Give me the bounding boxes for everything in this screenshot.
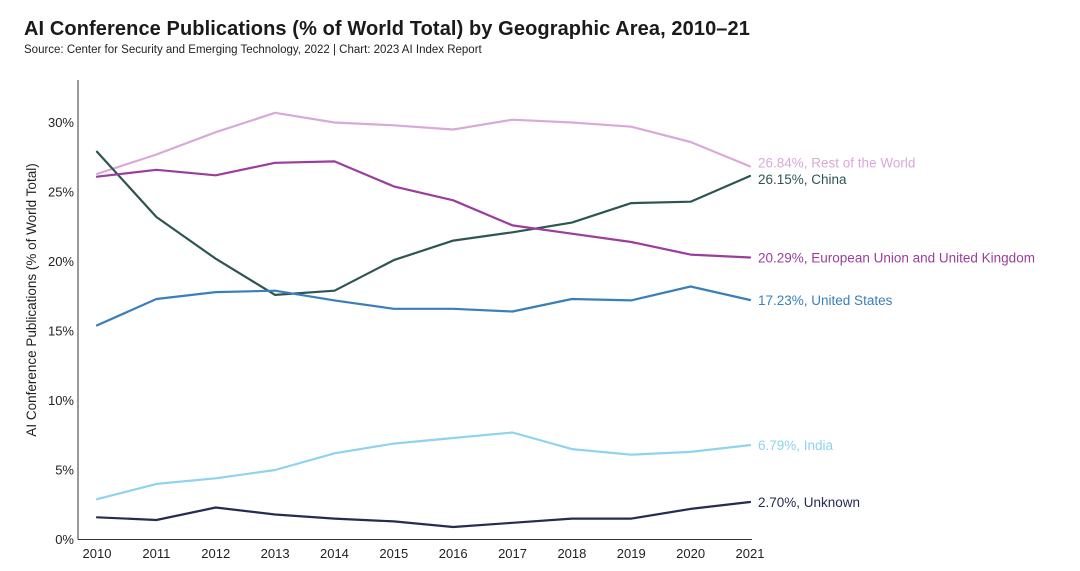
series-line-india (95, 431, 752, 501)
end-label-india: 6.79%, India (758, 438, 834, 453)
chart-subtitle: Source: Center for Security and Emerging… (24, 44, 482, 56)
y-tick-label: 15% (48, 324, 74, 339)
x-tick-label: 2014 (320, 546, 349, 561)
end-label-china: 26.15%, China (758, 172, 847, 187)
y-tick-label: 30% (48, 115, 74, 130)
x-tick-label: 2018 (557, 546, 586, 561)
x-tick-label: 2012 (201, 546, 230, 561)
x-tick-label: 2010 (83, 546, 112, 561)
series-line-rest-of-the-world (95, 111, 752, 175)
y-tick-label: 5% (55, 463, 74, 478)
x-tick-label: 2020 (676, 546, 705, 561)
chart-title: AI Conference Publications (% of World T… (24, 18, 750, 40)
series-line-european-union-and-united-kingdom (95, 160, 752, 259)
x-tick-label: 2015 (379, 546, 408, 561)
end-label-unknown: 2.70%, Unknown (758, 495, 860, 510)
y-tick-label: 25% (48, 185, 74, 200)
series-line-unknown (95, 500, 752, 529)
end-label-rest-of-the-world: 26.84%, Rest of the World (758, 155, 915, 170)
y-tick-label: 0% (55, 532, 74, 547)
series-line-united-states (95, 285, 752, 327)
x-tick-label: 2011 (142, 546, 170, 561)
y-tick-label: 20% (48, 254, 74, 269)
x-tick-label: 2021 (736, 546, 765, 561)
x-tick-label: 2017 (498, 546, 527, 561)
x-tick-label: 2019 (617, 546, 646, 561)
end-label-united-states: 17.23%, United States (758, 293, 893, 308)
end-label-european-union-and-united-kingdom: 20.29%, European Union and United Kingdo… (758, 250, 1035, 265)
series-line-china (95, 150, 752, 296)
y-tick-label: 10% (48, 393, 74, 408)
x-tick-label: 2016 (439, 546, 468, 561)
x-tick-label: 2013 (261, 546, 290, 561)
y-axis-label: AI Conference Publications (% of World T… (24, 163, 39, 436)
